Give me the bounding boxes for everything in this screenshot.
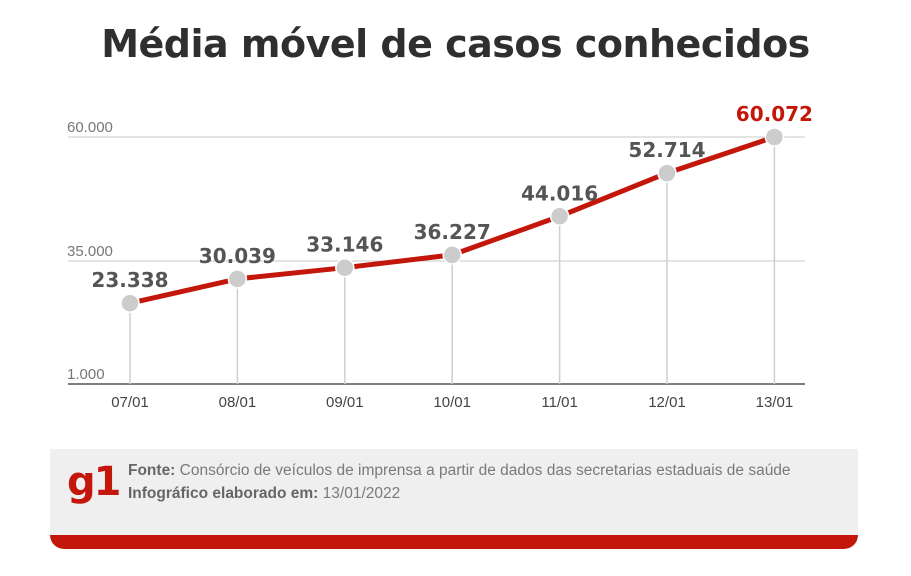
data-point <box>442 245 462 265</box>
line-chart: 1.000 35.000 60.000 07/01 08/01 09/01 10/01 11/… <box>67 102 813 411</box>
data-label: 30.039 <box>199 244 276 268</box>
footer-red-bar <box>50 535 858 549</box>
y-tick-label: 35.000 <box>67 243 113 260</box>
data-point <box>335 257 355 278</box>
footer-background <box>50 449 858 535</box>
x-tick-label: 13/01 <box>756 394 794 411</box>
footer: g1 Fonte: Consórcio de veículos de impre… <box>50 449 858 549</box>
data-point <box>764 127 785 147</box>
x-tick-label: 08/01 <box>219 394 257 411</box>
data-point <box>120 293 140 313</box>
g1-logo: g1 <box>67 459 121 505</box>
x-tick-label: 10/01 <box>433 394 471 411</box>
made-label: Infográfico elaborado em: <box>128 485 319 502</box>
x-tick-label: 09/01 <box>326 394 364 411</box>
data-point <box>227 269 248 289</box>
data-label: 36.227 <box>414 220 491 244</box>
chart-title: Média móvel de casos conhecidos <box>101 22 810 66</box>
footer-text: Fonte: Consórcio de veículos de imprensa… <box>128 462 828 502</box>
x-tick-label: 11/01 <box>541 394 577 411</box>
x-tick-label: 07/01 <box>111 394 149 411</box>
source-line: Fonte: Consórcio de veículos de imprensa… <box>128 462 828 479</box>
data-label: 33.146 <box>306 233 383 257</box>
made-line: Infográfico elaborado em: 13/01/2022 <box>128 485 828 502</box>
data-label: 60.072 <box>736 102 813 126</box>
data-label: 44.016 <box>521 181 598 205</box>
source-label: Fonte: <box>128 462 176 479</box>
made-date: 13/01/2022 <box>322 485 401 502</box>
data-label: 52.714 <box>628 138 705 162</box>
x-tick-label: 12/01 <box>648 394 686 411</box>
source-text: Consórcio de veículos de imprensa a part… <box>179 462 791 479</box>
data-point <box>657 163 677 183</box>
y-tick-label: 60.000 <box>67 119 113 136</box>
data-point <box>549 206 570 227</box>
data-label: 23.338 <box>91 268 168 292</box>
y-tick-label: 1.000 <box>67 366 105 383</box>
